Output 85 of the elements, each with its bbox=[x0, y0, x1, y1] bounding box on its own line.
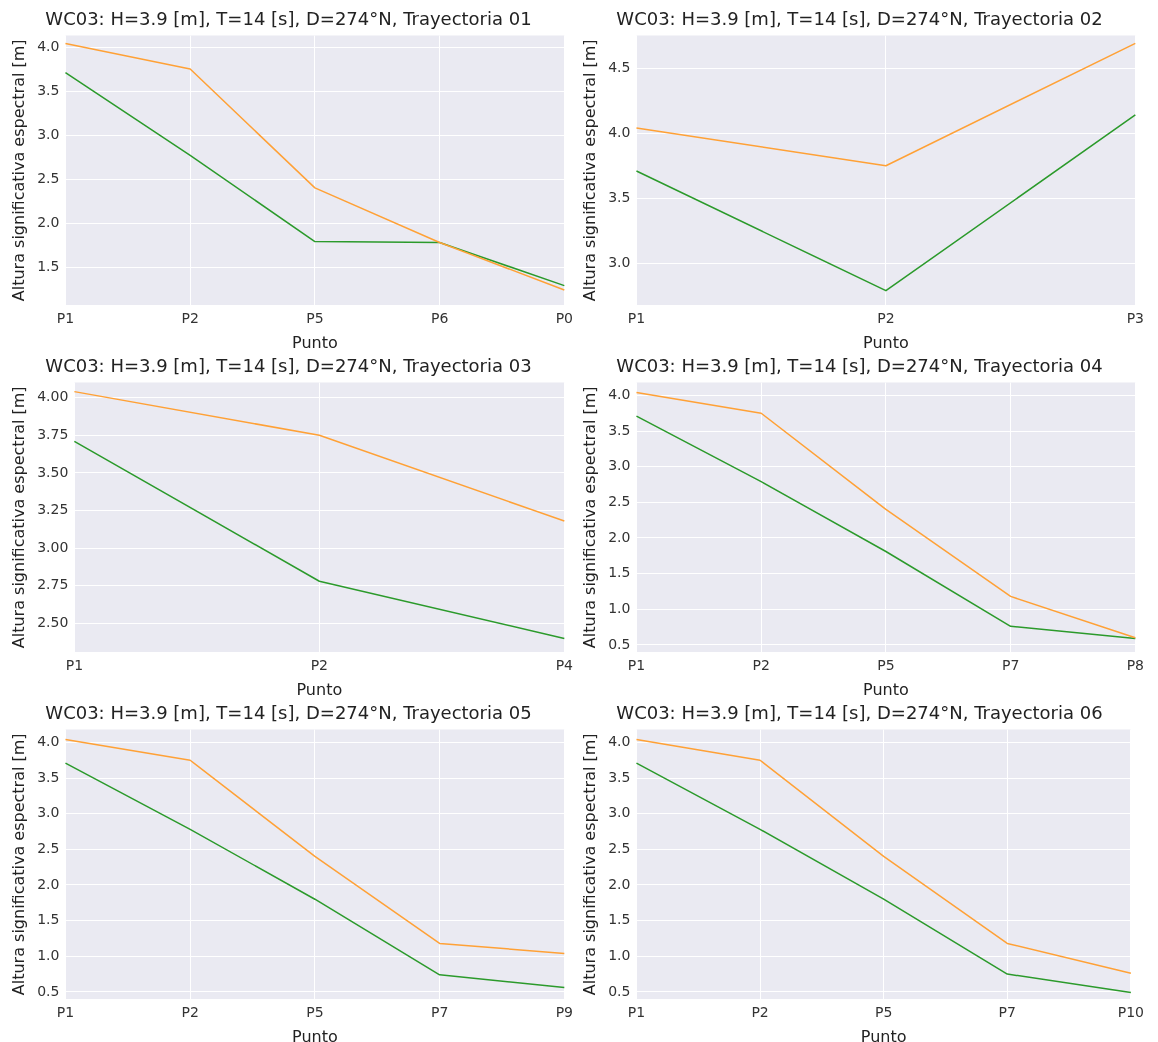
y-tick-label: 3.0 bbox=[37, 125, 60, 142]
chart-title: WC03: H=3.9 [m], T=14 [s], D=274°N, Trayectoria 02 bbox=[616, 8, 1103, 30]
y-tick-label: 1.0 bbox=[37, 946, 60, 963]
chart-title: WC03: H=3.9 [m], T=14 [s], D=274°N, Trayectoria 06 bbox=[616, 702, 1103, 724]
y-tick-label: 3.50 bbox=[37, 463, 69, 480]
x-tick-label: P7 bbox=[998, 1004, 1016, 1021]
y-tick-label: 3.5 bbox=[608, 768, 631, 785]
y-tick-label: 1.5 bbox=[608, 911, 631, 928]
y-tick-label: 4.0 bbox=[608, 123, 631, 140]
x-axis-title: Punto bbox=[863, 679, 909, 699]
y-tick-label: 3.5 bbox=[37, 768, 60, 785]
x-tick-label: P5 bbox=[306, 1004, 324, 1021]
x-tick-label: P5 bbox=[306, 310, 324, 327]
x-tick-label: P3 bbox=[1126, 310, 1144, 327]
x-tick-label: P5 bbox=[877, 657, 895, 674]
x-tick-label: P1 bbox=[65, 657, 84, 674]
y-tick-label: 2.0 bbox=[608, 875, 631, 892]
y-tick-label: 0.5 bbox=[608, 982, 631, 999]
x-tick-label: P2 bbox=[752, 657, 770, 674]
x-tick-label: P6 bbox=[430, 310, 449, 327]
y-tick-label: 3.00 bbox=[37, 538, 69, 555]
x-axis-title: Punto bbox=[296, 679, 343, 699]
y-tick-label: 2.50 bbox=[37, 614, 69, 631]
y-tick-label: 1.5 bbox=[37, 911, 60, 928]
x-tick-label: P8 bbox=[1126, 657, 1144, 674]
y-axis-title: Altura significativa espectral [m] bbox=[8, 39, 28, 302]
x-tick-label: P2 bbox=[877, 310, 895, 327]
x-tick-label: P1 bbox=[56, 1004, 75, 1021]
y-tick-label: 3.5 bbox=[608, 421, 631, 438]
y-tick-label: 1.0 bbox=[608, 599, 631, 616]
y-tick-label: 3.0 bbox=[608, 457, 631, 474]
y-tick-label: 3.0 bbox=[608, 253, 631, 270]
y-tick-label: 3.25 bbox=[37, 501, 69, 518]
y-tick-label: 2.75 bbox=[37, 576, 69, 593]
x-tick-label: P5 bbox=[874, 1004, 893, 1021]
y-tick-label: 1.5 bbox=[37, 257, 60, 274]
chart-title: WC03: H=3.9 [m], T=14 [s], D=274°N, Trayectoria 05 bbox=[45, 702, 532, 724]
y-tick-label: 2.5 bbox=[608, 492, 631, 509]
x-tick-label: P1 bbox=[627, 1004, 646, 1021]
x-tick-label: P7 bbox=[430, 1004, 449, 1021]
x-tick-label: P9 bbox=[555, 1004, 573, 1021]
x-tick-label: P2 bbox=[181, 1004, 199, 1021]
y-tick-label: 2.5 bbox=[37, 169, 60, 186]
chart-title: WC03: H=3.9 [m], T=14 [s], D=274°N, Trayectoria 03 bbox=[45, 355, 532, 377]
y-axis-title: Altura significativa espectral [m] bbox=[579, 386, 599, 649]
y-tick-label: 4.5 bbox=[608, 58, 631, 75]
chart-title: WC03: H=3.9 [m], T=14 [s], D=274°N, Trayectoria 01 bbox=[45, 8, 532, 30]
y-tick-label: 2.0 bbox=[608, 528, 631, 545]
y-tick-label: 2.5 bbox=[608, 839, 631, 856]
x-tick-label: P1 bbox=[56, 310, 75, 327]
x-tick-label: P2 bbox=[181, 310, 199, 327]
y-tick-label: 2.0 bbox=[37, 875, 60, 892]
x-tick-label: P10 bbox=[1117, 1004, 1144, 1021]
y-tick-label: 4.0 bbox=[608, 733, 631, 750]
x-tick-label: P0 bbox=[555, 310, 573, 327]
x-tick-label: P7 bbox=[1001, 657, 1020, 674]
chart-title: WC03: H=3.9 [m], T=14 [s], D=274°N, Trayectoria 04 bbox=[616, 355, 1103, 377]
y-tick-label: 4.0 bbox=[608, 386, 631, 403]
y-axis-title: Altura significativa espectral [m] bbox=[579, 39, 599, 302]
x-axis-title: Punto bbox=[292, 1026, 338, 1042]
y-tick-label: 4.0 bbox=[37, 37, 60, 54]
x-tick-label: P1 bbox=[627, 310, 646, 327]
y-tick-label: 1.5 bbox=[608, 564, 631, 581]
y-axis-title: Altura significativa espectral [m] bbox=[8, 733, 28, 996]
y-tick-label: 2.5 bbox=[37, 839, 60, 856]
y-tick-label: 3.5 bbox=[37, 81, 60, 98]
y-axis-title: Altura significativa espectral [m] bbox=[579, 733, 599, 996]
y-axis-title: Altura significativa espectral [m] bbox=[8, 386, 28, 649]
y-tick-label: 3.75 bbox=[37, 425, 69, 442]
y-tick-label: 1.0 bbox=[608, 946, 631, 963]
x-axis-title: Punto bbox=[292, 332, 338, 352]
y-tick-label: 4.0 bbox=[37, 733, 60, 750]
y-tick-label: 3.0 bbox=[37, 804, 60, 821]
y-tick-label: 0.5 bbox=[608, 635, 631, 652]
y-tick-label: 3.5 bbox=[608, 188, 631, 205]
x-tick-label: P4 bbox=[555, 657, 574, 674]
x-tick-label: P2 bbox=[310, 657, 329, 674]
x-axis-title: Punto bbox=[863, 332, 909, 352]
x-tick-label: P2 bbox=[751, 1004, 769, 1021]
y-tick-label: 2.0 bbox=[37, 213, 60, 230]
y-tick-label: 3.0 bbox=[608, 804, 631, 821]
y-tick-label: 0.5 bbox=[37, 982, 60, 999]
x-tick-label: P1 bbox=[627, 657, 646, 674]
y-tick-label: 4.00 bbox=[37, 388, 69, 405]
x-axis-title: Punto bbox=[860, 1026, 907, 1042]
